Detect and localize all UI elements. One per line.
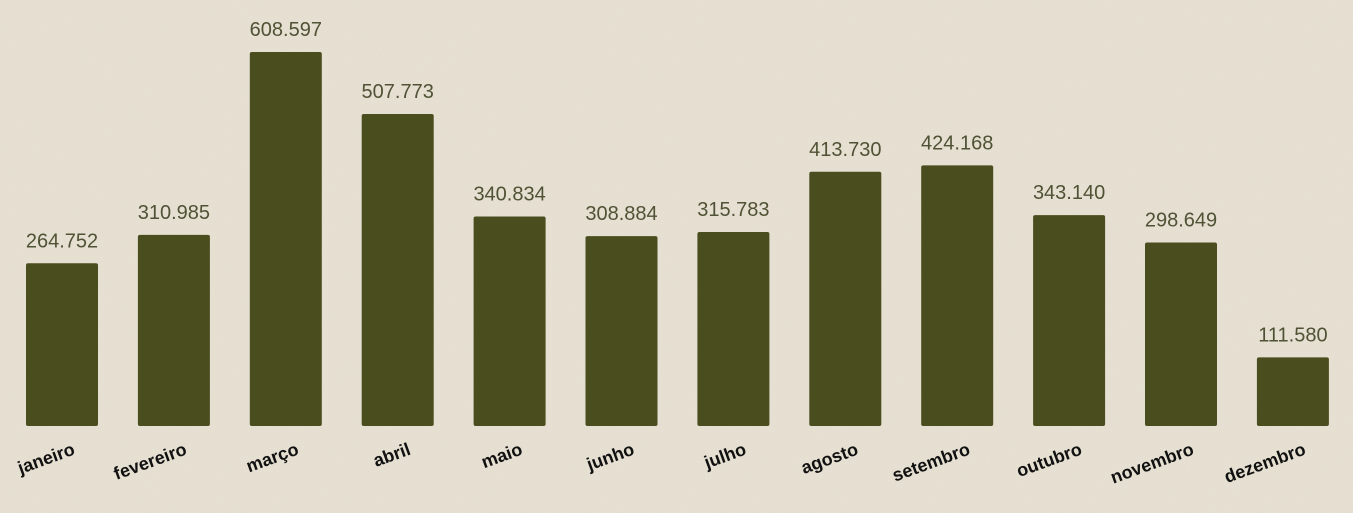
value-label: 507.773 [362,81,434,103]
bar [809,171,882,426]
bar [249,52,322,426]
value-label: 308.884 [585,203,657,225]
bar [585,236,658,426]
bar [697,231,770,426]
bar [361,113,434,426]
value-label: 264.752 [26,230,98,252]
bar [1256,357,1329,426]
value-label: 111.580 [1258,324,1327,346]
bar [1033,215,1106,426]
bar [137,234,210,426]
value-label: 298.649 [1145,209,1217,231]
bar [921,165,994,426]
value-label: 413.730 [809,139,881,161]
value-label: 340.834 [473,184,545,206]
value-label: 608.597 [250,19,322,41]
value-label: 315.783 [697,199,769,221]
bar [1145,242,1217,426]
value-label: 343.140 [1033,182,1105,204]
bar [26,263,98,426]
value-label: 424.168 [921,132,993,154]
value-label: 310.985 [138,202,210,224]
bar [473,216,546,426]
